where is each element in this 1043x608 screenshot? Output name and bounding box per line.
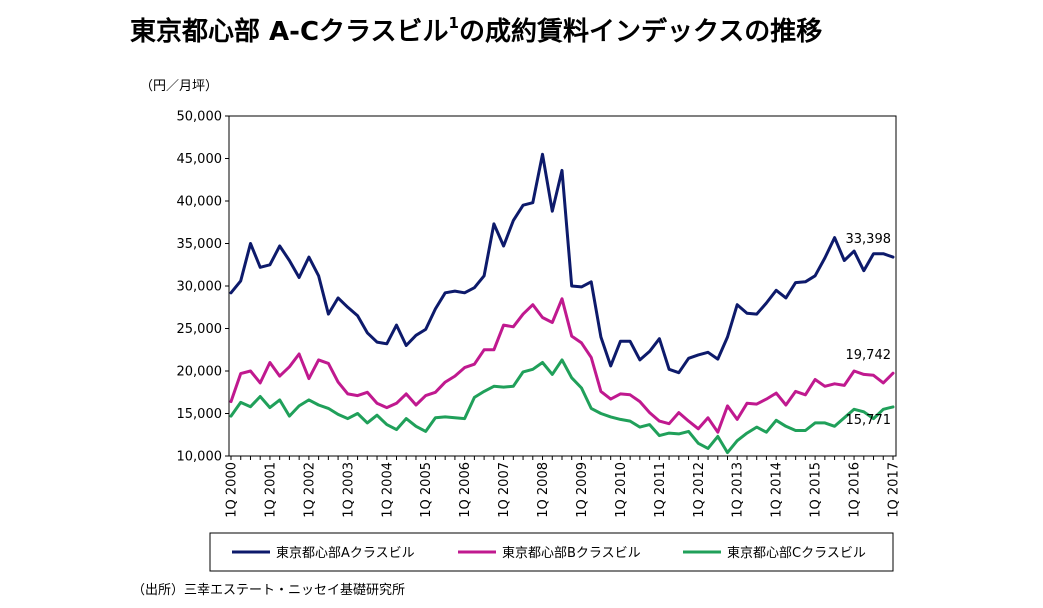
end-label-c: 15,771: [846, 413, 892, 428]
x-tick-label: 1Q 2010: [614, 462, 629, 518]
x-tick-label: 1Q 2012: [692, 462, 707, 518]
y-axis: 10,000 15,000 20,000 25,000 30,000 35,000 40,0…: [177, 110, 229, 465]
y-tick-label: 15,000: [177, 407, 223, 422]
x-tick-label: 1Q 2009: [575, 462, 590, 518]
source-note: （出所）三幸エステート・ニッセイ基礎研究所: [132, 583, 405, 598]
x-tick-label: 1Q 2004: [380, 462, 395, 518]
legend: 東京都心部Aクラスビル 東京都心部Bクラスビル 東京都心部Cクラスビル: [209, 532, 894, 572]
series-line-c: [229, 358, 895, 455]
x-tick-label: 1Q 2000: [225, 462, 240, 518]
x-tick-label: 1Q 2001: [263, 462, 278, 518]
end-label-b: 19,742: [846, 348, 892, 363]
legend-label: 東京都心部Cクラスビル: [727, 545, 866, 561]
x-axis: 1Q 2000 1Q 2001 1Q 2002 1Q 2003 1Q 2004 1Q 20…: [225, 456, 902, 518]
y-tick-label: 30,000: [177, 280, 223, 295]
series-lines: [229, 152, 895, 455]
x-tick-label: 1Q 2003: [341, 462, 356, 518]
legend-label: 東京都心部Bクラスビル: [502, 545, 641, 561]
x-tick-label: 1Q 2002: [302, 462, 317, 518]
x-tick-label: 1Q 2013: [731, 462, 746, 518]
x-tick-label: 1Q 2008: [536, 462, 551, 518]
chart-title-rest: の成約賃料インデックスの推移: [459, 16, 822, 47]
end-label-a: 33,398: [846, 232, 892, 247]
plot-frame: [228, 115, 897, 457]
y-axis-unit-label: （円／月坪）: [140, 79, 218, 94]
x-tick-label: 1Q 2014: [770, 462, 785, 518]
chart-title-main: 東京都心部 A-Cクラスビル: [130, 16, 449, 47]
chart-title-superscript: 1: [449, 14, 459, 32]
legend-box: [209, 532, 894, 572]
x-tick-label: 1Q 2016: [848, 462, 863, 518]
chart-title: 東京都心部 A-Cクラスビル1の成約賃料インデックスの推移: [130, 14, 822, 47]
x-tick-label: 1Q 2015: [809, 462, 824, 518]
x-tick-label: 1Q 2017: [887, 462, 902, 518]
x-tick-label: 1Q 2007: [497, 462, 512, 518]
y-tick-label: 35,000: [177, 237, 223, 252]
legend-label: 東京都心部Aクラスビル: [276, 545, 415, 561]
y-tick-label: 45,000: [177, 152, 223, 167]
y-tick-label: 10,000: [177, 450, 223, 465]
series-line-b: [229, 297, 895, 434]
y-tick-label: 50,000: [177, 110, 223, 125]
y-tick-label: 20,000: [177, 365, 223, 380]
y-tick-label: 25,000: [177, 322, 223, 337]
y-tick-label: 40,000: [177, 195, 223, 210]
x-tick-label: 1Q 2006: [458, 462, 473, 518]
x-tick-label: 1Q 2011: [653, 462, 668, 518]
end-labels: 33,398 19,742 15,771: [846, 232, 892, 428]
series-line-a: [229, 152, 895, 375]
x-tick-label: 1Q 2005: [419, 462, 434, 518]
